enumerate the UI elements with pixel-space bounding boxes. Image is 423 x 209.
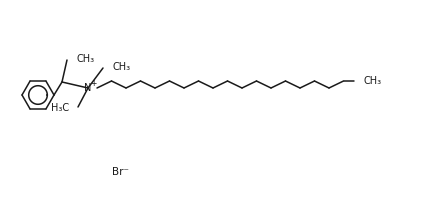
Text: N: N	[84, 83, 92, 93]
Text: CH₃: CH₃	[112, 62, 130, 72]
Text: H₃C: H₃C	[51, 103, 69, 113]
Text: CH₃: CH₃	[76, 54, 94, 64]
Text: +: +	[90, 79, 96, 88]
Text: Br⁻: Br⁻	[112, 167, 129, 177]
Text: CH₃: CH₃	[363, 76, 382, 86]
